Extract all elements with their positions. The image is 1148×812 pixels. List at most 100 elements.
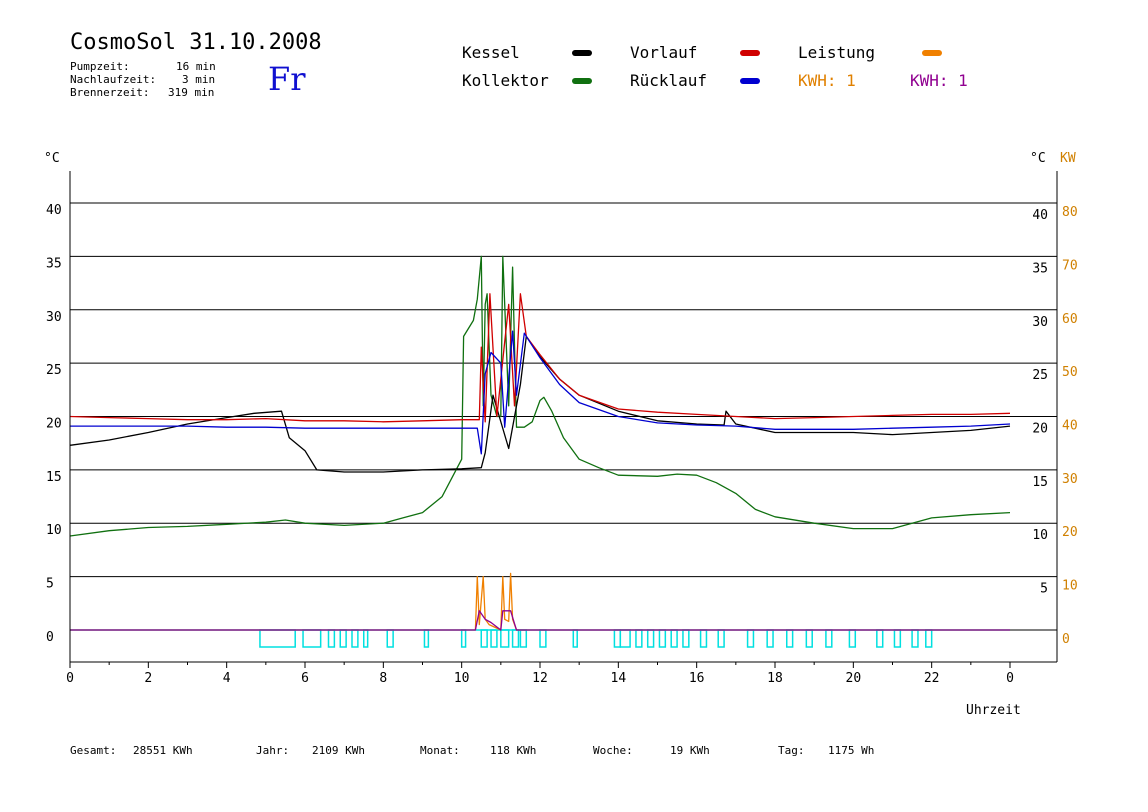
legend-kwh1-label: KWH: 1 [798, 71, 856, 90]
pump-block-24 [717, 629, 725, 648]
x-tick-12: 0 [1006, 671, 1014, 686]
footer-tag-label: Tag: [778, 744, 805, 757]
pump-block-4 [351, 629, 359, 648]
y-tick-right-40: 40 [1032, 208, 1048, 223]
y-tick-left-30: 30 [46, 310, 62, 325]
pump-block-1 [302, 629, 322, 648]
legend-kessel-swatch [572, 50, 592, 56]
legend-kwh2-label: KWH: 1 [910, 71, 968, 90]
footer-woche-label: Woche: [593, 744, 633, 757]
footer-gesamt-value: 28551 KWh [133, 744, 193, 757]
footer-tag-value: 1175 Wh [828, 744, 875, 757]
y-tick-left-25: 25 [46, 363, 62, 378]
series-line-vorlauf [69, 293, 1011, 423]
pump-block-28 [805, 629, 813, 648]
pump-block-18 [635, 629, 643, 648]
pump-block-17 [619, 629, 631, 648]
pump-block-20 [658, 629, 667, 648]
y-tick-kw-70: 70 [1062, 258, 1078, 273]
y-tick-left-0: 0 [46, 630, 54, 645]
x-tick-4: 8 [379, 671, 387, 686]
pump-block-7 [423, 629, 430, 648]
pump-block-0 [259, 629, 296, 648]
pump-block-2 [327, 629, 336, 648]
pump-block-23 [699, 629, 708, 648]
pump-block-30 [848, 629, 857, 648]
pumpzeit-label: Pumpzeit: [70, 60, 130, 73]
x-tick-5: 10 [454, 671, 470, 686]
y-tick-right-10: 10 [1032, 528, 1048, 543]
footer-woche-value: 19 KWh [670, 744, 710, 757]
y-axis-right-label: °C [1030, 151, 1046, 166]
y-tick-left-20: 20 [46, 417, 62, 432]
y-axis-left-label: °C [44, 151, 60, 166]
footer-gesamt-label: Gesamt: [70, 744, 117, 757]
nachlaufzeit-label: Nachlaufzeit: [70, 73, 157, 86]
legend-kollektor-label: Kollektor [462, 71, 549, 90]
legend-vorlauf-label: Vorlauf [630, 43, 698, 62]
x-tick-6: 12 [532, 671, 548, 686]
brennerzeit-value: 319 min [168, 86, 215, 99]
y-tick-kw-20: 20 [1062, 525, 1078, 540]
series-line-leistung [70, 572, 1010, 631]
pump-block-16 [613, 629, 622, 648]
brennerzeit-label: Brennerzeit: [70, 86, 150, 99]
y-tick-left-40: 40 [46, 203, 62, 218]
pump-block-32 [893, 629, 902, 648]
legend-leistung-label: Leistung [798, 43, 876, 62]
pump-block-12 [511, 629, 520, 648]
series-line-ruecklauf [70, 330, 1011, 455]
y-tick-left-35: 35 [46, 256, 62, 271]
pump-block-8 [460, 629, 467, 648]
legend-ruecklauf-label: Rücklauf [630, 71, 708, 90]
pump-block-15 [572, 629, 578, 648]
pump-block-22 [682, 629, 690, 648]
legend-kollektor-swatch [572, 78, 592, 84]
series-line-kwh2 [70, 610, 1010, 631]
footer-jahr-value: 2109 KWh [312, 744, 365, 757]
x-tick-11: 22 [924, 671, 940, 686]
x-tick-7: 14 [611, 671, 627, 686]
legend-leistung-swatch [922, 50, 942, 56]
y-tick-right-25: 25 [1032, 368, 1048, 383]
axes: 0510152025303540510152025303540010203040… [46, 171, 1078, 686]
pump-block-11 [500, 629, 510, 648]
y-tick-right-15: 15 [1032, 475, 1048, 490]
pump-block-3 [339, 629, 347, 648]
y-tick-right-20: 20 [1032, 422, 1048, 437]
y-tick-right-5: 5 [1040, 582, 1048, 597]
y-axis-kw-label: KW [1060, 151, 1076, 166]
series-lines [69, 255, 1011, 631]
x-tick-3: 6 [301, 671, 309, 686]
pump-block-33 [911, 629, 919, 648]
y-tick-right-35: 35 [1032, 261, 1048, 276]
grid-lines [70, 202, 1057, 631]
nachlaufzeit-value: 3 min [182, 73, 216, 86]
series-line-kollektor [69, 255, 1011, 537]
chart-title: CosmoSol 31.10.2008 [70, 30, 322, 55]
pump-block-26 [766, 629, 774, 648]
pump-block-13 [519, 629, 528, 648]
pump-block-31 [876, 629, 884, 648]
x-tick-10: 20 [846, 671, 862, 686]
pump-block-5 [363, 629, 369, 648]
y-tick-kw-0: 0 [1062, 632, 1070, 647]
legend-vorlauf-swatch [740, 50, 760, 56]
x-tick-1: 2 [144, 671, 152, 686]
y-tick-left-15: 15 [46, 470, 62, 485]
y-tick-kw-10: 10 [1062, 579, 1078, 594]
y-tick-kw-80: 80 [1062, 205, 1078, 220]
pump-block-14 [539, 629, 547, 648]
pump-block-10 [490, 629, 498, 648]
y-tick-kw-40: 40 [1062, 419, 1078, 434]
pump-block-6 [386, 629, 394, 648]
footer-jahr-label: Jahr: [256, 744, 290, 757]
y-tick-kw-60: 60 [1062, 312, 1078, 327]
y-tick-left-10: 10 [46, 523, 62, 538]
pump-block-9 [480, 629, 488, 648]
footer-monat-value: 118 KWh [490, 744, 537, 757]
x-axis-label: Uhrzeit [966, 703, 1021, 718]
y-tick-right-30: 30 [1032, 315, 1048, 330]
pump-block-21 [670, 629, 678, 648]
pumpzeit-value: 16 min [176, 60, 216, 73]
